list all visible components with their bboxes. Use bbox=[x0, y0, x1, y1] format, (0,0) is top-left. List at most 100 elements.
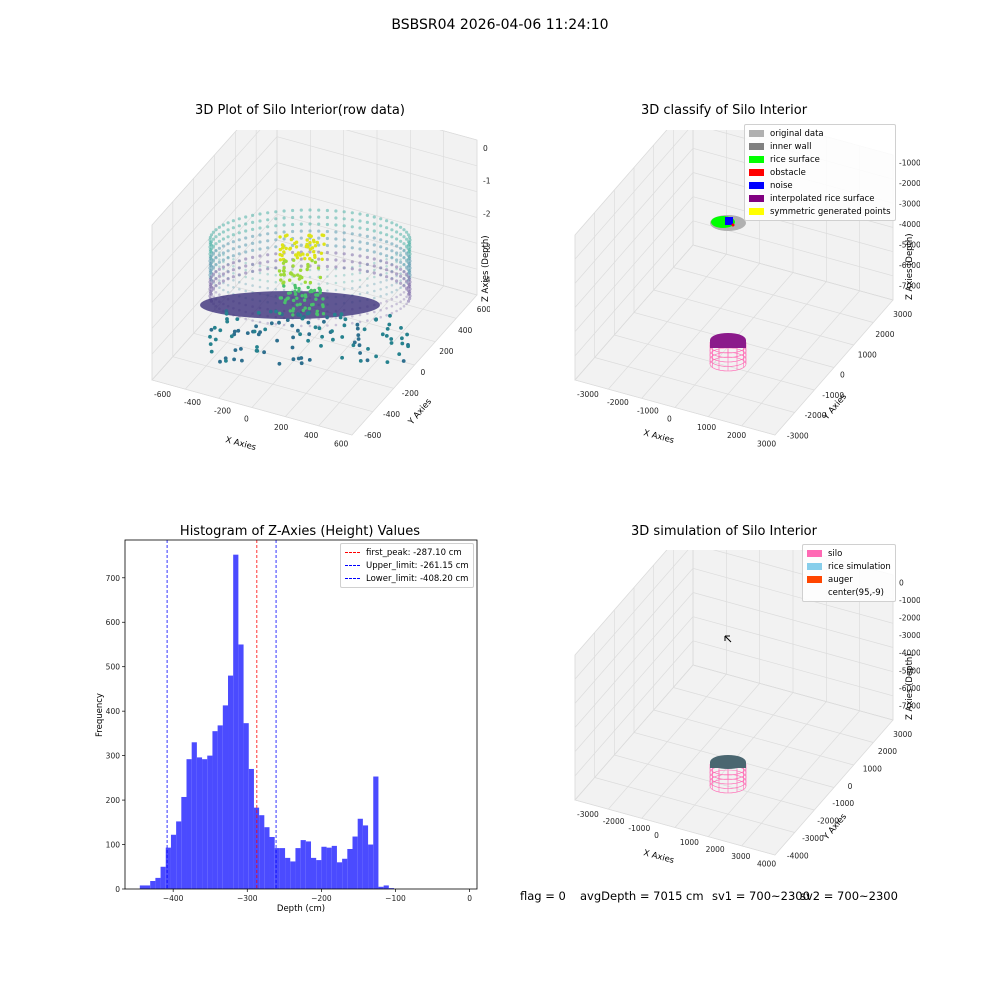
raw-wall-point bbox=[395, 258, 399, 262]
raw-wall-point bbox=[217, 253, 221, 257]
raw-floor-point bbox=[306, 338, 310, 343]
classify-legend-label: inner wall bbox=[770, 141, 812, 152]
raw-wall-point bbox=[379, 287, 382, 291]
simulation-x-tick: -1000 bbox=[628, 824, 650, 833]
classify-legend-label: original data bbox=[770, 128, 824, 139]
raw-floor-point bbox=[225, 319, 230, 324]
histogram-bar bbox=[311, 857, 317, 889]
raw-wall-point bbox=[326, 289, 329, 292]
raw-wall-point bbox=[350, 232, 354, 236]
raw-wall-point bbox=[217, 246, 221, 250]
raw-wall-point bbox=[365, 241, 369, 245]
simulation-legend-label: rice simulation bbox=[828, 561, 891, 572]
raw-wall-point bbox=[291, 208, 295, 213]
raw-peak-point bbox=[288, 291, 292, 295]
histogram-x-tick-label: −100 bbox=[385, 894, 406, 903]
raw-floor-point bbox=[277, 361, 282, 366]
raw-floor-point bbox=[239, 347, 243, 351]
classify-legend-label: rice surface bbox=[770, 154, 820, 165]
histogram-bar bbox=[139, 885, 146, 889]
raw-peak-point bbox=[282, 266, 286, 270]
raw-floor-point bbox=[236, 328, 241, 333]
raw-wall-point bbox=[402, 249, 406, 253]
raw-wall-point bbox=[237, 273, 241, 277]
raw-wall-point bbox=[251, 269, 255, 273]
histogram-bar bbox=[316, 860, 322, 889]
simulation-legend-label: center(95,-9) bbox=[828, 587, 884, 598]
raw-wall-point bbox=[334, 230, 338, 234]
raw-floor-point bbox=[290, 345, 295, 350]
raw-wall-point bbox=[258, 226, 262, 230]
raw-wall-point bbox=[373, 261, 376, 265]
raw-wall-point bbox=[350, 225, 354, 229]
raw-wall-point bbox=[299, 208, 303, 212]
raw-wall-point bbox=[358, 320, 362, 324]
histogram-bar bbox=[357, 818, 363, 889]
raw-wall-point bbox=[317, 229, 321, 233]
raw-wall-point bbox=[325, 250, 329, 255]
raw-wall-point bbox=[218, 279, 221, 282]
raw-wall-point bbox=[342, 238, 346, 242]
raw-wall-point bbox=[231, 261, 235, 265]
raw-floor-point bbox=[387, 322, 392, 327]
raw-wall-point bbox=[209, 254, 214, 258]
raw-wall-point bbox=[342, 217, 346, 221]
raw-wall-point bbox=[350, 253, 354, 257]
histogram-bar bbox=[368, 844, 374, 889]
raw-peak-point bbox=[292, 258, 296, 262]
raw-wall-point bbox=[244, 289, 247, 293]
raw-peak-point bbox=[312, 240, 316, 244]
raw-x-tick: 400 bbox=[304, 431, 319, 440]
raw-wall-point bbox=[385, 293, 388, 296]
raw-wall-point bbox=[408, 235, 412, 239]
raw-wall-point bbox=[358, 233, 362, 237]
histogram-bar bbox=[378, 886, 384, 889]
raw-wall-point bbox=[399, 265, 402, 268]
raw-peak-point bbox=[320, 257, 324, 261]
raw-peak-point bbox=[303, 256, 307, 261]
histogram-legend-swatch bbox=[345, 552, 360, 553]
raw-wall-point bbox=[399, 225, 403, 229]
raw-wall-point bbox=[282, 230, 286, 234]
raw-wall-point bbox=[217, 225, 221, 229]
raw-floor-point bbox=[343, 317, 348, 322]
raw-wall-point bbox=[211, 286, 215, 290]
histogram-y-tick-label: 700 bbox=[106, 574, 121, 583]
raw-wall-point bbox=[342, 259, 346, 263]
raw-floor-point bbox=[365, 358, 370, 363]
histogram-bar bbox=[176, 821, 182, 889]
footer-flag: flag = 0 bbox=[520, 889, 566, 903]
raw-floor-point bbox=[256, 310, 261, 315]
raw-floor-point bbox=[330, 329, 334, 333]
raw-wall-point bbox=[274, 210, 278, 214]
raw-wall-point bbox=[334, 209, 338, 213]
raw-wall-point bbox=[282, 237, 286, 241]
raw-peak-point bbox=[282, 284, 286, 288]
classify-legend-item: rice surface bbox=[749, 153, 891, 166]
raw-wall-point bbox=[379, 238, 383, 242]
raw-floor-point bbox=[305, 311, 310, 316]
raw-wall-point bbox=[358, 268, 362, 272]
raw-wall-point bbox=[221, 258, 225, 262]
raw-peak-point bbox=[312, 250, 316, 254]
raw-floor-point bbox=[406, 344, 410, 349]
raw-wall-point bbox=[385, 279, 388, 282]
raw-peak-point bbox=[282, 272, 286, 277]
raw-floor-point bbox=[320, 334, 324, 339]
raw-wall-point bbox=[232, 258, 235, 261]
raw-wall-point bbox=[379, 224, 383, 228]
raw-peak-point bbox=[300, 294, 304, 298]
raw-wall-point bbox=[244, 275, 247, 279]
raw-wall-point bbox=[317, 215, 321, 219]
raw-wall-point bbox=[266, 279, 269, 283]
raw-wall-point bbox=[390, 228, 394, 232]
raw-wall-point bbox=[366, 291, 369, 294]
raw-wall-point bbox=[406, 299, 411, 303]
raw-wall-point bbox=[399, 293, 402, 296]
raw-floor-point bbox=[291, 335, 295, 340]
raw-z-tick: -300 bbox=[483, 243, 490, 252]
raw-peak-point bbox=[306, 285, 310, 290]
raw-wall-point bbox=[399, 300, 402, 303]
classify-z-tick: -7000 bbox=[899, 282, 920, 291]
raw-wall-point bbox=[406, 247, 411, 251]
